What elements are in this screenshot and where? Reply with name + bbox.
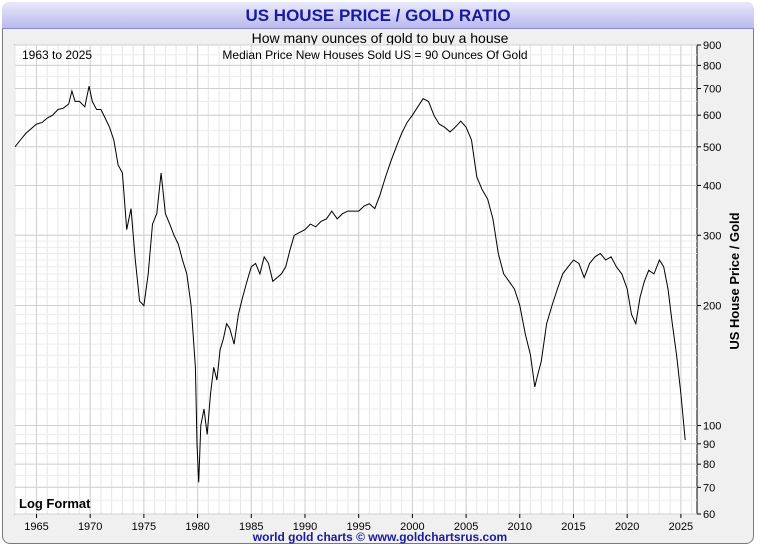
- y-tick-label: 900: [703, 40, 721, 52]
- chart-subtitle: How many ounces of gold to buy a house: [251, 30, 509, 46]
- y-tick-label: 800: [703, 60, 721, 72]
- y-tick-label: 80: [703, 459, 715, 471]
- y-tick-label: 700: [703, 84, 721, 96]
- x-tick-label: 1980: [185, 521, 209, 533]
- x-tick-label: 2005: [454, 521, 478, 533]
- x-tick-label: 1965: [24, 521, 48, 533]
- x-tick-label: 2010: [508, 521, 532, 533]
- y-tick-label: 60: [703, 509, 715, 521]
- series-line-house-price-gold: [14, 85, 686, 483]
- y-axis-title: US House Price / Gold: [727, 212, 742, 349]
- y-tick-label: 100: [703, 421, 721, 433]
- y-tick-label: 600: [703, 110, 721, 122]
- y-tick-label: 500: [703, 142, 721, 154]
- y-tick-label: 300: [703, 230, 721, 242]
- plot-area: [14, 44, 698, 515]
- ratio-annotation: Median Price New Houses Sold US = 90 Oun…: [222, 48, 527, 62]
- y-axis: 60 70 80 90 100 200 300 400 500 600 700 800 900: [697, 40, 721, 521]
- y-tick-label: 90: [703, 439, 715, 451]
- x-tick-label: 1985: [239, 521, 263, 533]
- y-tick-label: 400: [703, 180, 721, 192]
- grid-major: [15, 44, 697, 515]
- x-tick-label: 1970: [78, 521, 102, 533]
- x-tick-label: 2015: [561, 521, 585, 533]
- y-tick-label: 70: [703, 482, 715, 494]
- x-axis: 1965 1970 1975 1980 1985 1990 1995 2000 2005 2010…: [24, 514, 693, 533]
- x-tick-label: 1975: [132, 521, 156, 533]
- x-tick-label: 2025: [669, 521, 693, 533]
- log-format-label: Log Format: [19, 496, 91, 511]
- x-tick-label: 2020: [615, 521, 639, 533]
- x-tick-label: 2000: [400, 521, 424, 533]
- chart-title: US HOUSE PRICE / GOLD RATIO: [2, 2, 754, 29]
- date-range-label: 1963 to 2025: [22, 48, 92, 62]
- x-tick-label: 1995: [346, 521, 370, 533]
- y-tick-label: 200: [703, 300, 721, 312]
- x-tick-label: 1990: [293, 521, 317, 533]
- footer-credit: world gold charts © www.goldchartsrus.co…: [252, 530, 508, 544]
